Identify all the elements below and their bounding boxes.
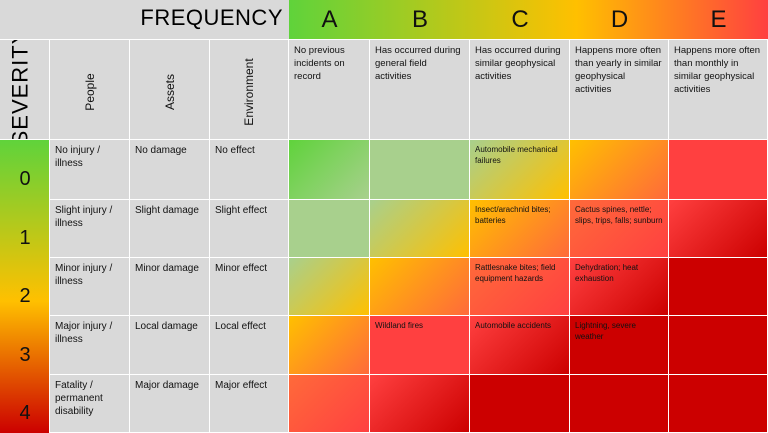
severity-environment-3: Local effect — [210, 316, 289, 375]
risk-cell-r0-c4 — [669, 140, 768, 200]
hazard-r1c2: Insect/arachnid bites; batteries — [470, 200, 570, 258]
risk-cell-r4-c1 — [370, 375, 470, 433]
risk-cell-r4-c0 — [289, 375, 370, 433]
risk-cell-r1-c0 — [289, 200, 370, 258]
frequency-gradient-band — [289, 0, 768, 40]
frequency-letter-a: A — [321, 6, 338, 33]
consequence-header-people: People — [50, 40, 130, 140]
severity-people-4: Fatality / permanent disability — [50, 375, 130, 433]
severity-gradient-strip — [0, 140, 50, 433]
risk-cell-r0-c1 — [370, 140, 470, 200]
severity-people-2: Minor injury / illness — [50, 258, 130, 316]
severity-level-4: 4 — [19, 402, 31, 424]
severity-level-0: 0 — [19, 168, 31, 190]
hazard-r3c2: Automobile accidents — [470, 316, 570, 375]
risk-cell-r1-c4 — [669, 200, 768, 258]
consequence-header-label: Environment — [242, 58, 256, 126]
severity-environment-2: Minor effect — [210, 258, 289, 316]
consequence-header-label: People — [82, 73, 97, 111]
frequency-letter-b: B — [411, 6, 428, 33]
severity-header-cell: SEVERITY — [0, 40, 50, 140]
severity-environment-1: Slight effect — [210, 200, 289, 258]
risk-cell-r2-c1 — [370, 258, 470, 316]
risk-cell-r0-c3 — [570, 140, 669, 200]
risk-cell-r4-c4 — [669, 375, 768, 433]
severity-assets-0: No damage — [130, 140, 210, 200]
severity-level-2: 2 — [19, 285, 31, 307]
risk-cell-r1-c1 — [370, 200, 470, 258]
frequency-description-e: Happens more often than monthly in simil… — [669, 40, 768, 140]
severity-title: SEVERITY — [7, 40, 33, 140]
severity-assets-3: Local damage — [130, 316, 210, 375]
risk-cell-r3-c0 — [289, 316, 370, 375]
severity-level-3: 3 — [19, 343, 31, 366]
consequence-header-assets: Assets — [130, 40, 210, 140]
risk-cell-r2-c0 — [289, 258, 370, 316]
frequency-description-b: Has occurred during general field activi… — [370, 40, 470, 140]
frequency-title: FREQUENCY — [0, 0, 289, 40]
frequency-description-d: Happens more often than yearly in simila… — [570, 40, 669, 140]
frequency-letter-e: E — [710, 6, 727, 33]
frequency-description-a: No previous incidents on record — [289, 40, 370, 140]
severity-assets-2: Minor damage — [130, 258, 210, 316]
consequence-header-environment: Environment — [210, 40, 289, 140]
severity-people-1: Slight injury / illness — [50, 200, 130, 258]
hazard-r3c3: Lightning, severe weather — [570, 316, 669, 375]
severity-level-1: 1 — [19, 227, 31, 249]
hazard-r0c2: Automobile mechanical failures — [470, 140, 570, 200]
risk-cell-r3-c4 — [669, 316, 768, 375]
severity-environment-4: Major effect — [210, 375, 289, 433]
risk-cell-r0-c0 — [289, 140, 370, 200]
severity-assets-1: Slight damage — [130, 200, 210, 258]
severity-people-0: No injury / illness — [50, 140, 130, 200]
frequency-letter-c: C — [511, 6, 529, 33]
hazard-r2c2: Rattlesnake bites; field equipment hazar… — [470, 258, 570, 316]
hazard-r2c3: Dehydration; heat exhaustion — [570, 258, 669, 316]
severity-assets-4: Major damage — [130, 375, 210, 433]
risk-cell-r4-c2 — [470, 375, 570, 433]
consequence-header-label: Assets — [162, 73, 177, 111]
frequency-description-c: Has occurred during similar geophysical … — [470, 40, 570, 140]
hazard-r3c1: Wildland fires — [370, 316, 470, 375]
frequency-letter-d: D — [610, 6, 629, 33]
hazard-r1c3: Cactus spines, nettle; slips, trips, fal… — [570, 200, 669, 258]
severity-environment-0: No effect — [210, 140, 289, 200]
risk-cell-r4-c3 — [570, 375, 669, 433]
risk-cell-r2-c4 — [669, 258, 768, 316]
severity-people-3: Major injury / illness — [50, 316, 130, 375]
